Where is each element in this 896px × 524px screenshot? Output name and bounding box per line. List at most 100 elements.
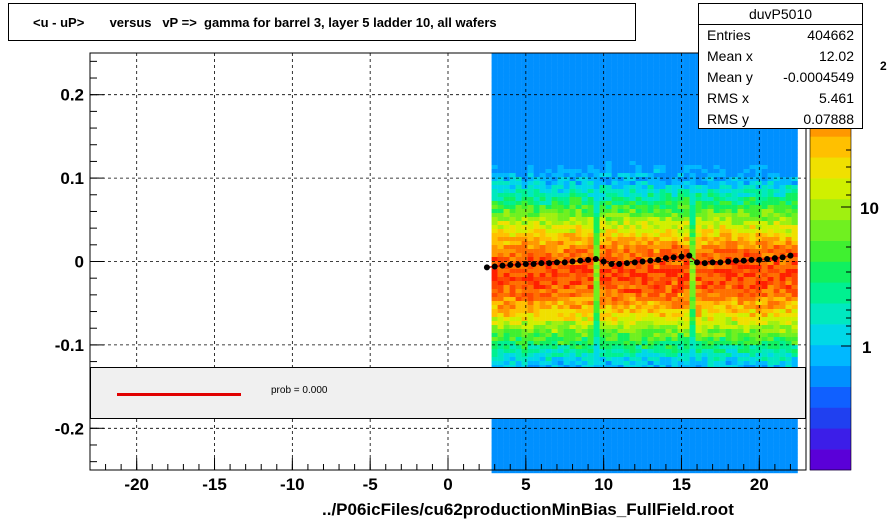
heat-cell [641, 237, 648, 242]
heat-cell [749, 137, 756, 142]
heat-cell [629, 149, 636, 154]
heat-cell [533, 237, 540, 242]
heat-cell [521, 357, 528, 362]
heat-cell [581, 121, 588, 126]
heat-cell [581, 141, 588, 146]
heat-cell [773, 337, 780, 342]
heat-cell [767, 189, 774, 194]
heat-cell [569, 285, 576, 290]
heat-cell [767, 253, 774, 258]
heat-cell [743, 325, 750, 330]
heat-cell [605, 209, 612, 214]
heat-cell [707, 205, 714, 210]
heat-cell [641, 165, 648, 170]
heat-cell [569, 297, 576, 302]
heat-cell [683, 429, 690, 434]
heat-cell [653, 113, 660, 118]
heat-cell [785, 285, 792, 290]
heat-cell [707, 189, 714, 194]
heat-cell [593, 189, 600, 194]
heat-cell [491, 329, 498, 334]
heat-cell [551, 309, 558, 314]
heat-cell [599, 113, 606, 118]
heat-cell [665, 185, 672, 190]
heat-cell [683, 325, 690, 330]
heat-cell [665, 433, 672, 438]
heat-cell [737, 241, 744, 246]
heat-cell [641, 81, 648, 86]
heat-cell [545, 269, 552, 274]
heat-cell [629, 117, 636, 122]
heat-cell [503, 177, 510, 182]
heat-cell [515, 85, 522, 90]
heat-cell [527, 321, 534, 326]
heat-cell [623, 289, 630, 294]
heat-cell [701, 133, 708, 138]
heat-cell [635, 241, 642, 246]
heat-cell [569, 61, 576, 66]
heat-cell [527, 293, 534, 298]
heat-cell [569, 281, 576, 286]
heat-cell [557, 213, 564, 218]
heat-cell [491, 357, 498, 362]
heat-cell [509, 97, 516, 102]
heat-cell [503, 121, 510, 126]
heat-cell [731, 141, 738, 146]
heat-cell [509, 169, 516, 174]
heat-cell [707, 141, 714, 146]
heat-cell [557, 145, 564, 150]
heat-cell [725, 353, 732, 358]
heat-cell [689, 433, 696, 438]
heat-cell [611, 245, 618, 250]
heat-cell [623, 277, 630, 282]
heat-cell [575, 185, 582, 190]
heat-cell [773, 285, 780, 290]
heat-cell [539, 249, 546, 254]
heat-cell [671, 85, 678, 90]
heat-cell [551, 109, 558, 114]
heat-cell [515, 297, 522, 302]
heat-cell [761, 265, 768, 270]
heat-cell [605, 53, 612, 58]
heat-cell [557, 425, 564, 430]
heat-cell [599, 281, 606, 286]
heat-cell [515, 129, 522, 134]
heat-cell [719, 353, 726, 358]
heat-cell [575, 77, 582, 82]
heat-cell [539, 293, 546, 298]
heat-cell [617, 249, 624, 254]
heat-cell [533, 161, 540, 166]
heat-cell [779, 357, 786, 362]
heat-cell [689, 277, 696, 282]
heat-cell [503, 429, 510, 434]
heat-cell [497, 289, 504, 294]
heat-cell [713, 325, 720, 330]
heat-cell [779, 145, 786, 150]
heat-cell [605, 89, 612, 94]
heat-cell [599, 225, 606, 230]
heat-cell [575, 241, 582, 246]
heat-cell [539, 329, 546, 334]
heat-cell [617, 321, 624, 326]
heat-cell [671, 181, 678, 186]
heat-cell [653, 177, 660, 182]
heat-cell [617, 133, 624, 138]
heat-cell [737, 437, 744, 442]
heat-cell [677, 181, 684, 186]
heat-cell [737, 361, 744, 366]
heat-cell [785, 309, 792, 314]
heat-cell [635, 97, 642, 102]
heat-cell [659, 109, 666, 114]
heat-cell [497, 53, 504, 58]
heat-cell [707, 253, 714, 258]
heat-cell [707, 333, 714, 338]
heat-cell [515, 133, 522, 138]
heat-cell [557, 57, 564, 62]
heat-cell [683, 329, 690, 334]
heat-cell [737, 261, 744, 266]
heat-cell [671, 245, 678, 250]
heat-cell [725, 241, 732, 246]
heat-cell [533, 137, 540, 142]
heat-cell [635, 129, 642, 134]
heat-cell [491, 217, 498, 222]
